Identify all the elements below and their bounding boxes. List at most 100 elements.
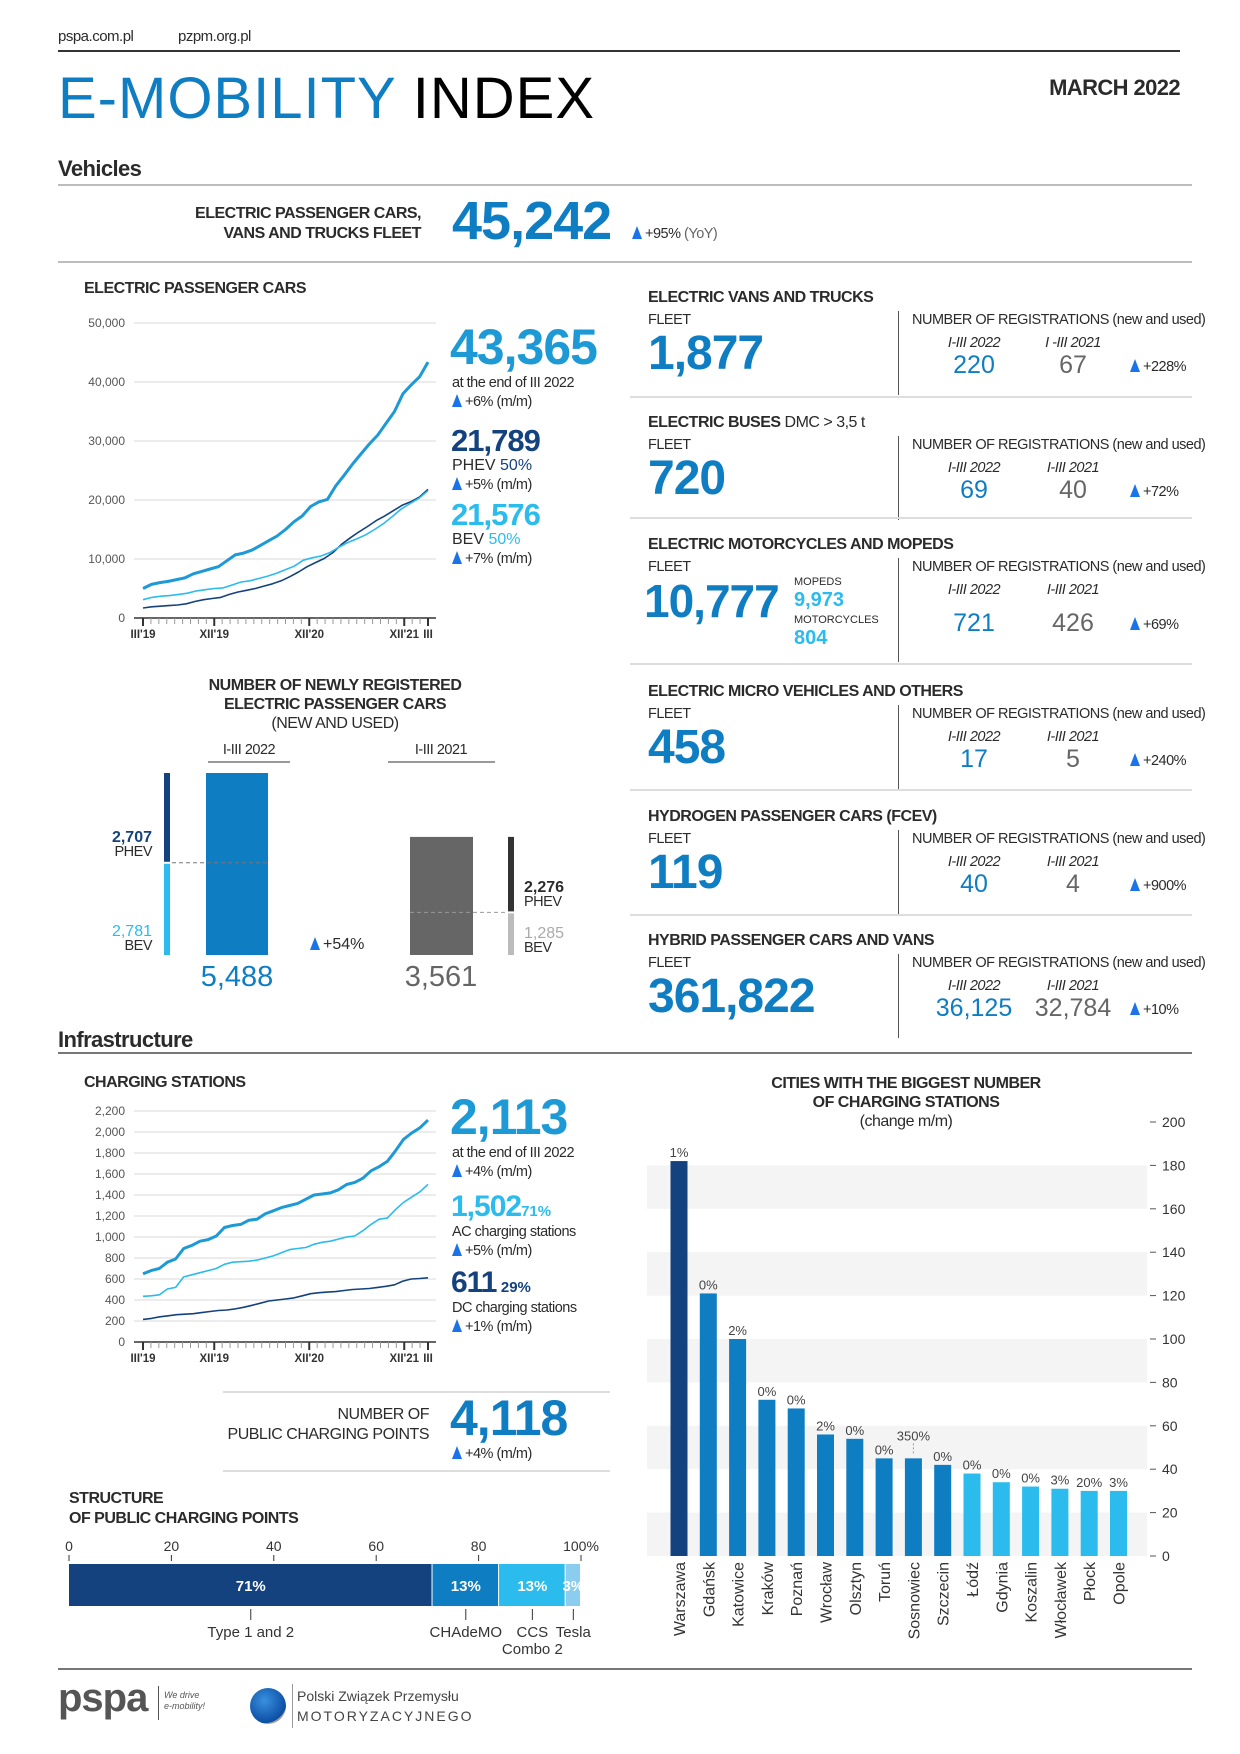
up-triangle-icon bbox=[1130, 484, 1140, 497]
bar-gdynia bbox=[992, 1482, 1010, 1556]
bar-płock bbox=[1080, 1490, 1098, 1556]
bar-katowice bbox=[729, 1339, 747, 1556]
x-category-label: Kraków bbox=[760, 1562, 777, 1616]
y-tick-label: 1,600 bbox=[95, 1167, 125, 1181]
x-tick-label: 40 bbox=[266, 1538, 282, 1554]
y-tick-label: 30,000 bbox=[88, 434, 125, 448]
year-b-label: I-III 2021 bbox=[1046, 729, 1100, 745]
change-value: +228% bbox=[1143, 359, 1187, 375]
registrations-label: NUMBER OF REGISTRATIONS (new and used) bbox=[912, 559, 1206, 575]
y-tick-label: 800 bbox=[105, 1251, 125, 1265]
fleet-value: 720 bbox=[648, 452, 726, 505]
segment-category-label: Tesla bbox=[556, 1624, 592, 1641]
phev-label: PHEV bbox=[524, 894, 562, 910]
registrations-change: +69% bbox=[1130, 617, 1179, 633]
sub-label: MOTORCYCLES bbox=[794, 614, 879, 626]
period-label-2021: I-III 2021 bbox=[414, 742, 468, 758]
x-category-label: Łódź bbox=[965, 1562, 982, 1597]
link-pzpm[interactable]: pzpm.org.pl bbox=[178, 28, 251, 45]
column-divider bbox=[898, 558, 899, 662]
category-title-text: ELECTRIC VANS AND TRUCKS bbox=[648, 289, 874, 306]
title-line: OF CHARGING STATIONS bbox=[812, 1094, 1000, 1111]
series-line-total bbox=[142, 1119, 430, 1276]
phev-2021-value: 2,276 bbox=[524, 879, 565, 896]
fleet-value: 10,777 bbox=[644, 575, 780, 627]
bar-sosnowiec bbox=[904, 1458, 922, 1556]
bev-label: BEV bbox=[124, 938, 152, 954]
tagline-line: e-mobility! bbox=[164, 1701, 206, 1711]
x-category-label: Toruń bbox=[877, 1562, 894, 1602]
bar-kraków bbox=[758, 1399, 776, 1556]
segment-label: 71% bbox=[236, 1578, 266, 1595]
dc-label: DC charging stations bbox=[452, 1300, 577, 1316]
link-pspa[interactable]: pspa.com.pl bbox=[58, 28, 134, 45]
phev-label: PHEV 50% bbox=[452, 457, 532, 475]
x-tick-label: XII'21 bbox=[389, 1353, 419, 1365]
column-divider bbox=[898, 705, 899, 789]
x-tick-label: III'19 bbox=[130, 1353, 155, 1365]
column-divider bbox=[898, 830, 899, 914]
ac-change: +5% (m/m) bbox=[452, 1243, 532, 1259]
fleet-change: +95% (YoY) bbox=[632, 226, 718, 242]
registrations-label-suffix: (new and used) bbox=[1112, 955, 1206, 971]
bev-share: 50% bbox=[488, 531, 521, 548]
section-heading-vehicles: Vehicles bbox=[58, 156, 142, 181]
fleet-label: FLEET bbox=[648, 831, 691, 847]
segment-category-label: Type 1 and 2 bbox=[207, 1624, 294, 1641]
registrations-label: NUMBER OF REGISTRATIONS (new and used) bbox=[912, 437, 1206, 453]
up-triangle-icon bbox=[1130, 359, 1140, 372]
y-tick-label: 160 bbox=[1162, 1201, 1186, 1217]
total-2021-value: 3,561 bbox=[404, 961, 478, 993]
bar-value-label: 0% bbox=[787, 1392, 806, 1407]
logo-divider bbox=[158, 1686, 159, 1720]
fleet-label: FLEET bbox=[648, 437, 691, 453]
public-points-label: NUMBER OF PUBLIC CHARGING POINTS bbox=[228, 1405, 430, 1445]
ac-count: 1,502 bbox=[451, 1190, 522, 1223]
title-line: CITIES WITH THE BIGGEST NUMBER bbox=[771, 1075, 1041, 1092]
chart-title-cities: CITIES WITH THE BIGGEST NUMBER OF CHARGI… bbox=[771, 1074, 1041, 1131]
bar-value-label: 2% bbox=[728, 1323, 747, 1338]
y-tick-label: 600 bbox=[105, 1272, 125, 1286]
registrations-a-value: 36,125 bbox=[935, 994, 1013, 1022]
change-value: +240% bbox=[1143, 753, 1187, 769]
bar-bev-2021 bbox=[508, 913, 514, 955]
period-underline bbox=[388, 761, 495, 763]
report-date: MARCH 2022 bbox=[1049, 75, 1181, 100]
bev-label: BEV bbox=[524, 940, 552, 956]
bar-phev-2022 bbox=[164, 773, 170, 862]
page-title: E-MOBILITY INDEX bbox=[58, 70, 595, 128]
phev-label-text: PHEV bbox=[452, 457, 496, 474]
x-tick-label: XII'20 bbox=[294, 629, 324, 641]
pzpm-line: MOTORYZACYJNEGO bbox=[297, 1708, 474, 1724]
change-value: +1% (m/m) bbox=[465, 1319, 532, 1335]
year-b-label: I-III 2021 bbox=[1046, 854, 1100, 870]
bar-total-2021 bbox=[410, 836, 473, 955]
registrations-label: NUMBER OF REGISTRATIONS (new and used) bbox=[912, 831, 1206, 847]
registrations-label-text: NUMBER OF REGISTRATIONS bbox=[912, 955, 1109, 971]
year-a-label: I-III 2022 bbox=[947, 978, 1001, 994]
registrations-change: +900% bbox=[1130, 878, 1187, 894]
bev-2021-value: 1,285 bbox=[524, 925, 565, 942]
segment-label: 13% bbox=[517, 1578, 547, 1595]
registrations-b-value: 40 bbox=[1059, 476, 1087, 504]
fleet-label: FLEET bbox=[648, 559, 691, 575]
series-line-ac bbox=[142, 1183, 429, 1298]
category-title: ELECTRIC MICRO VEHICLES AND OTHERS bbox=[648, 683, 963, 701]
registrations-label-text: NUMBER OF REGISTRATIONS bbox=[912, 706, 1109, 722]
y-tick-label: 1,400 bbox=[95, 1188, 125, 1202]
passenger-total-change: +6% (m/m) bbox=[452, 394, 532, 410]
fleet-label: FLEET bbox=[648, 312, 691, 328]
divider bbox=[630, 663, 1192, 665]
header-rule bbox=[58, 50, 1180, 52]
y-tick-label: 200 bbox=[105, 1314, 125, 1328]
bar-włocławek bbox=[1051, 1488, 1069, 1556]
ac-share: 71% bbox=[521, 1203, 552, 1220]
divider bbox=[223, 1470, 610, 1472]
bar-wrocław bbox=[817, 1434, 834, 1556]
category-title-suffix: DMC > 3,5 t bbox=[784, 414, 866, 431]
registrations-a-value: 69 bbox=[960, 476, 988, 504]
phev-share: 50% bbox=[500, 457, 533, 474]
category-title-text: HYDROGEN PASSENGER CARS (FCEV) bbox=[648, 808, 937, 825]
phev-label: PHEV bbox=[114, 844, 153, 860]
bar-value-label: 1% bbox=[670, 1145, 689, 1160]
